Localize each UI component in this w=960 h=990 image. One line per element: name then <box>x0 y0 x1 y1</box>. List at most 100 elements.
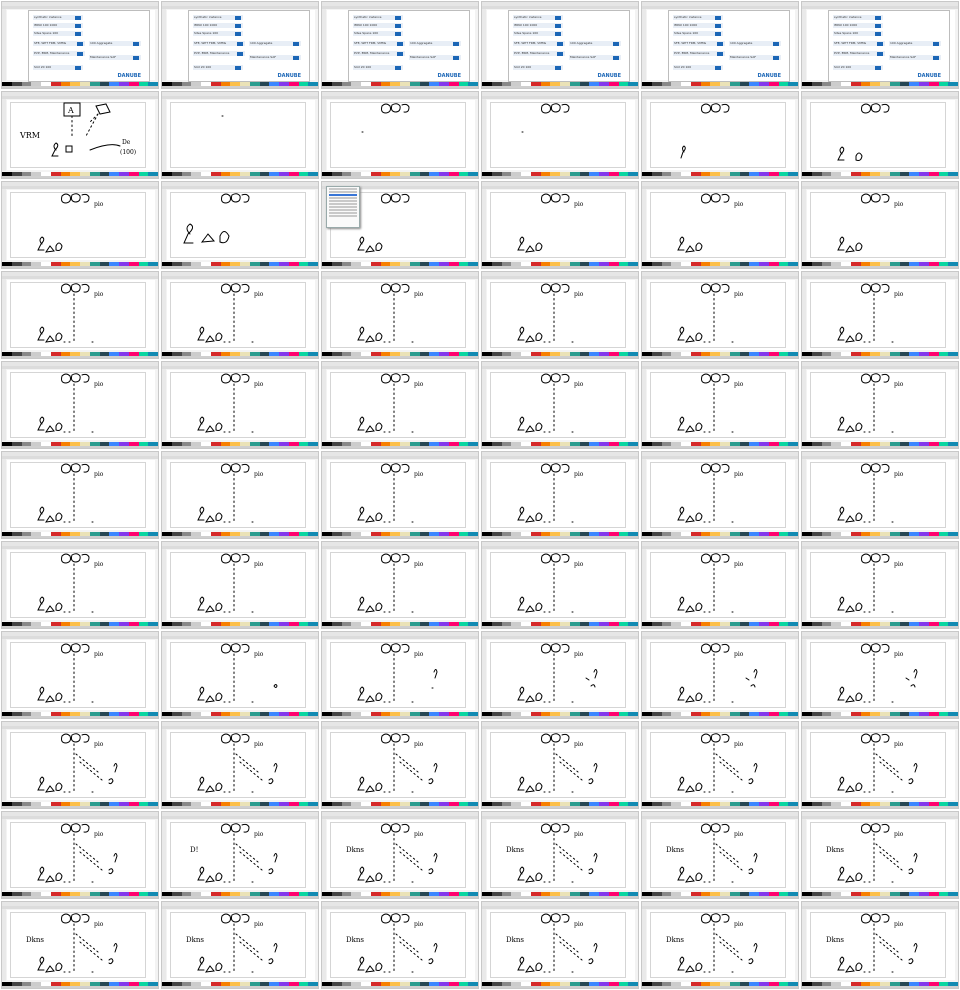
color-swatch[interactable] <box>661 442 672 446</box>
color-swatch[interactable] <box>21 622 32 626</box>
color-swatch[interactable] <box>89 982 100 986</box>
color-swatch[interactable] <box>642 442 652 446</box>
color-swatch[interactable] <box>511 172 521 176</box>
app-menubar[interactable] <box>802 722 958 726</box>
color-swatch[interactable] <box>171 262 182 266</box>
color-swatch[interactable] <box>850 712 861 716</box>
color-swatch[interactable] <box>778 892 789 896</box>
tool-palette[interactable] <box>802 819 806 891</box>
color-swatch[interactable] <box>31 622 41 626</box>
color-swatch[interactable] <box>938 352 949 356</box>
color-swatch[interactable] <box>390 712 400 716</box>
doc-action-button[interactable] <box>555 24 561 28</box>
app-toolbar[interactable] <box>802 546 958 549</box>
color-swatch[interactable] <box>109 982 119 986</box>
color-swatch[interactable] <box>429 982 439 986</box>
color-swatch[interactable] <box>661 352 672 356</box>
tool-palette[interactable] <box>162 279 166 351</box>
color-swatch[interactable] <box>409 82 420 86</box>
color-swatch[interactable] <box>429 802 439 806</box>
color-swatch[interactable] <box>288 172 299 176</box>
color-swatch[interactable] <box>390 442 400 446</box>
color-swatch[interactable] <box>2 532 12 536</box>
color-swatch[interactable] <box>458 982 469 986</box>
color-swatch[interactable] <box>589 712 599 716</box>
color-swatch[interactable] <box>768 172 779 176</box>
color-swatch[interactable] <box>909 262 919 266</box>
color-swatch[interactable] <box>259 352 270 356</box>
color-swatch[interactable] <box>788 982 798 986</box>
color-swatch[interactable] <box>60 532 71 536</box>
color-swatch[interactable] <box>322 622 332 626</box>
color-palette[interactable] <box>802 352 958 356</box>
tool-palette[interactable] <box>322 909 326 981</box>
color-swatch[interactable] <box>201 622 211 626</box>
color-swatch[interactable] <box>148 532 158 536</box>
app-menubar[interactable] <box>2 812 158 816</box>
color-swatch[interactable] <box>642 802 652 806</box>
color-swatch[interactable] <box>928 802 939 806</box>
color-swatch[interactable] <box>811 622 822 626</box>
tool-palette[interactable] <box>2 909 6 981</box>
color-swatch[interactable] <box>80 982 90 986</box>
color-swatch[interactable] <box>928 982 939 986</box>
color-swatch[interactable] <box>109 82 119 86</box>
color-swatch[interactable] <box>439 82 449 86</box>
tool-palette[interactable] <box>322 9 326 81</box>
color-swatch[interactable] <box>550 532 560 536</box>
color-swatch[interactable] <box>860 622 871 626</box>
color-swatch[interactable] <box>511 82 521 86</box>
app-toolbar[interactable] <box>642 186 798 189</box>
color-swatch[interactable] <box>269 802 279 806</box>
color-palette[interactable] <box>482 172 638 176</box>
color-swatch[interactable] <box>249 532 260 536</box>
color-swatch[interactable] <box>860 892 871 896</box>
color-palette[interactable] <box>482 442 638 446</box>
drawing-canvas[interactable] <box>487 910 635 980</box>
color-swatch[interactable] <box>579 82 590 86</box>
tool-palette[interactable] <box>2 99 6 171</box>
color-swatch[interactable] <box>899 82 910 86</box>
color-swatch[interactable] <box>468 82 478 86</box>
color-swatch[interactable] <box>230 712 240 716</box>
color-swatch[interactable] <box>948 352 958 356</box>
color-swatch[interactable] <box>560 622 570 626</box>
color-palette[interactable] <box>642 712 798 716</box>
color-swatch[interactable] <box>550 982 560 986</box>
color-swatch[interactable] <box>80 802 90 806</box>
color-swatch[interactable] <box>240 802 250 806</box>
color-swatch[interactable] <box>948 82 958 86</box>
color-swatch[interactable] <box>269 982 279 986</box>
color-swatch[interactable] <box>618 172 629 176</box>
color-swatch[interactable] <box>288 622 299 626</box>
app-menubar[interactable] <box>642 92 798 96</box>
color-swatch[interactable] <box>419 262 430 266</box>
drawing-canvas[interactable] <box>487 820 635 890</box>
color-swatch[interactable] <box>491 262 502 266</box>
color-swatch[interactable] <box>589 352 599 356</box>
color-swatch[interactable] <box>448 82 459 86</box>
color-swatch[interactable] <box>739 802 750 806</box>
color-swatch[interactable] <box>458 442 469 446</box>
color-swatch[interactable] <box>690 82 701 86</box>
color-swatch[interactable] <box>109 532 119 536</box>
color-swatch[interactable] <box>860 352 871 356</box>
color-swatch[interactable] <box>201 982 211 986</box>
app-toolbar[interactable] <box>642 276 798 279</box>
doc-action-button[interactable] <box>555 16 561 20</box>
color-palette[interactable] <box>482 622 638 626</box>
app-toolbar[interactable] <box>642 906 798 909</box>
app-toolbar[interactable] <box>2 96 158 99</box>
color-swatch[interactable] <box>482 352 492 356</box>
color-swatch[interactable] <box>919 892 929 896</box>
color-swatch[interactable] <box>220 442 231 446</box>
color-swatch[interactable] <box>249 262 260 266</box>
color-palette[interactable] <box>2 82 158 86</box>
color-swatch[interactable] <box>2 712 12 716</box>
color-swatch[interactable] <box>530 712 541 716</box>
color-swatch[interactable] <box>720 172 730 176</box>
color-swatch[interactable] <box>210 622 221 626</box>
color-swatch[interactable] <box>569 262 580 266</box>
drawing-canvas[interactable] <box>647 640 795 710</box>
color-swatch[interactable] <box>400 892 410 896</box>
